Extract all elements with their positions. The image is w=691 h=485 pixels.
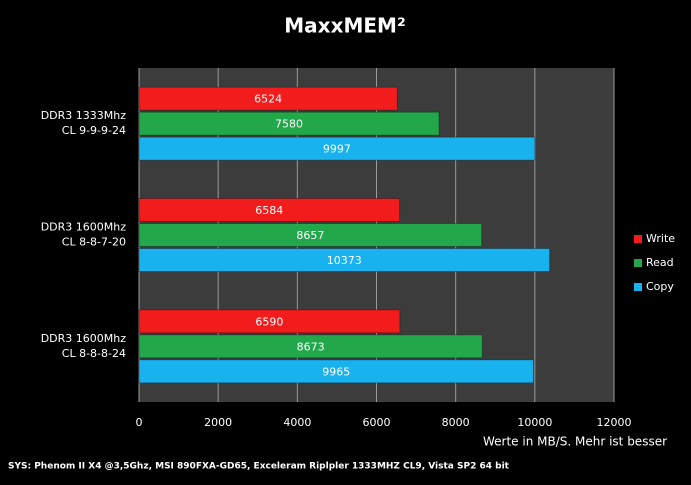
x-tick-label: 0 bbox=[136, 416, 143, 429]
y-tick-label: DDR3 1333Mhz bbox=[41, 109, 127, 122]
x-tick-label: 10000 bbox=[517, 416, 552, 429]
legend-label: Read bbox=[646, 256, 674, 269]
bar bbox=[138, 334, 483, 359]
x-tick-label: 6000 bbox=[363, 416, 391, 429]
y-tick-label: CL 8-8-7-20 bbox=[62, 236, 126, 249]
y-tick-label: DDR3 1600Mhz bbox=[41, 221, 127, 234]
legend-swatch bbox=[634, 283, 642, 291]
legend-label: Copy bbox=[646, 280, 674, 293]
data-label: 9965 bbox=[322, 365, 350, 378]
x-tick-label: 2000 bbox=[204, 416, 232, 429]
bar bbox=[138, 136, 536, 161]
bar bbox=[138, 111, 440, 136]
x-axis-label: Werte in MB/S. Mehr ist besser bbox=[483, 435, 667, 449]
data-label: 10373 bbox=[327, 254, 362, 267]
bar bbox=[138, 198, 401, 222]
data-label: 6590 bbox=[255, 315, 283, 328]
data-label: 9997 bbox=[323, 143, 351, 156]
x-tick-label: 4000 bbox=[283, 416, 311, 429]
legend-swatch bbox=[634, 235, 642, 243]
bar bbox=[138, 223, 483, 247]
legend-swatch bbox=[634, 259, 642, 267]
data-label: 8657 bbox=[296, 229, 324, 242]
legend-label: Write bbox=[646, 232, 675, 245]
bar bbox=[138, 248, 551, 272]
footnote: SYS: Phenom II X4 @3,5Ghz, MSI 890FXA-GD… bbox=[8, 462, 510, 472]
data-label: 8673 bbox=[297, 340, 325, 353]
chart-title: MaxxMEM² bbox=[284, 14, 405, 38]
bar bbox=[138, 309, 401, 334]
x-tick-label: 8000 bbox=[442, 416, 470, 429]
y-tick-label: DDR3 1600Mhz bbox=[41, 332, 127, 345]
data-label: 6584 bbox=[255, 204, 283, 217]
data-label: 7580 bbox=[275, 118, 303, 131]
bar bbox=[138, 86, 398, 111]
y-tick-label: CL 8-8-8-24 bbox=[62, 347, 126, 360]
y-tick-label: CL 9-9-9-24 bbox=[62, 124, 126, 137]
bar bbox=[138, 359, 534, 384]
data-label: 6524 bbox=[254, 93, 282, 106]
x-tick-label: 12000 bbox=[597, 416, 632, 429]
